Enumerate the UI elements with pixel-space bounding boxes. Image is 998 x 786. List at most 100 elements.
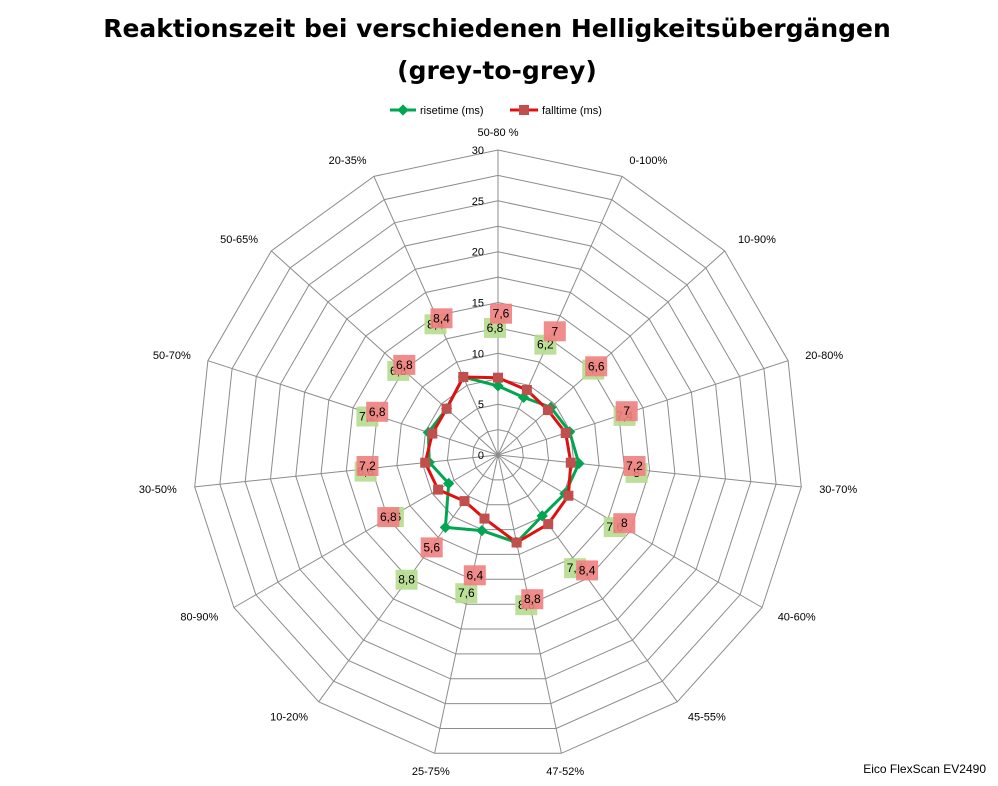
- grid-spoke: [497, 176, 623, 456]
- grid-spoke: [194, 454, 499, 488]
- falltime-label-box: [430, 308, 453, 329]
- category-label: 45-55%: [688, 711, 726, 723]
- category-label: 50-70%: [153, 350, 191, 362]
- grid-spoke: [497, 360, 789, 456]
- risetime-point: [439, 521, 452, 534]
- series-line-risetime: [426, 375, 581, 544]
- falltime-label-box: [543, 321, 566, 342]
- falltime-point: [427, 428, 438, 439]
- category-label: 80-90%: [180, 612, 218, 624]
- falltime-point: [565, 457, 576, 468]
- tick-label: 25: [472, 196, 484, 208]
- risetime-label-box: [455, 583, 478, 604]
- falltime-label-box: [615, 401, 638, 422]
- grid-spoke: [497, 454, 802, 488]
- falltime-label-box: [623, 456, 646, 476]
- falltime-point: [542, 405, 553, 416]
- legend: risetime (ms) falltime (ms): [390, 104, 602, 117]
- falltime-point: [433, 484, 444, 495]
- tick-label: 0: [478, 450, 484, 462]
- legend-risetime-label: risetime (ms): [420, 105, 484, 117]
- falltime-label-box: [393, 354, 416, 375]
- falltime-point: [493, 372, 503, 383]
- grid-ring: [219, 174, 777, 729]
- falltime-label-box: [576, 560, 599, 581]
- falltime-data-label: 8,4: [433, 311, 450, 325]
- falltime-label-box: [585, 356, 608, 377]
- falltime-label-box: [420, 537, 443, 558]
- tick-label: 5: [478, 399, 484, 411]
- falltime-label-box: [356, 456, 379, 476]
- falltime-label-box: [490, 303, 512, 324]
- category-label: 30-50%: [139, 484, 177, 496]
- legend-risetime-marker: [397, 104, 409, 116]
- category-label: 40-60%: [778, 612, 816, 624]
- falltime-point: [563, 490, 574, 501]
- category-label: 47-52%: [546, 766, 584, 778]
- falltime-data-label: 8,8: [524, 592, 541, 606]
- grid-spoke: [434, 454, 499, 754]
- legend-falltime-marker: [519, 105, 529, 115]
- grid-spoke: [207, 360, 499, 456]
- falltime-data-label: 7: [623, 404, 630, 418]
- falltime-data-label: 5,6: [423, 540, 440, 554]
- category-label: 25-75%: [412, 766, 450, 778]
- falltime-point: [479, 513, 490, 524]
- falltime-point: [521, 385, 532, 395]
- falltime-label-box: [366, 401, 389, 422]
- falltime-point: [459, 496, 470, 507]
- risetime-point: [536, 510, 548, 522]
- grid-ring: [396, 352, 600, 555]
- category-label: 10-90%: [738, 234, 776, 246]
- falltime-label-box: [463, 565, 486, 586]
- category-label: 10-20%: [270, 711, 308, 723]
- risetime-data-label: 6,8: [487, 321, 504, 335]
- chart-subtitle: (grey-to-grey): [397, 56, 597, 85]
- tick-label: 30: [472, 145, 484, 157]
- category-label: 20-80%: [805, 350, 843, 362]
- falltime-label-box: [613, 513, 636, 534]
- falltime-data-label: 8,4: [579, 563, 596, 577]
- falltime-point: [420, 457, 431, 468]
- grid-ring: [295, 251, 701, 655]
- risetime-point: [573, 457, 585, 470]
- data-series: [420, 371, 585, 549]
- tick-label: 20: [472, 247, 484, 259]
- grid-ring: [244, 200, 752, 705]
- falltime-label-box: [377, 507, 400, 528]
- category-label: 50-80 %: [478, 127, 519, 139]
- legend-falltime-label: falltime (ms): [542, 105, 602, 117]
- grid-ring: [269, 225, 727, 680]
- falltime-data-label: 6,8: [369, 405, 386, 419]
- data-labels: 6,86,277,487,67,48,87,68,85,66,87,26,88,…: [354, 303, 648, 616]
- falltime-data-label: 6,6: [588, 359, 605, 373]
- grid-spoke: [270, 250, 499, 456]
- grid-ring: [371, 327, 625, 580]
- risetime-label-box: [395, 569, 418, 590]
- grid-ring: [472, 429, 524, 481]
- radial-tick-labels: 0 5 10 15 20 25 30: [472, 145, 484, 462]
- tick-label: 15: [472, 298, 484, 310]
- falltime-data-label: 7,2: [626, 459, 643, 473]
- grid-spoke: [233, 454, 499, 608]
- risetime-point: [492, 380, 504, 392]
- monitor-model-note: Eico FlexScan EV2490: [863, 762, 986, 776]
- falltime-data-label: 6,8: [396, 358, 413, 372]
- falltime-point: [560, 428, 571, 438]
- falltime-data-label: 7,2: [359, 459, 376, 473]
- risetime-point: [476, 524, 488, 537]
- category-labels: 50-80 % 0-100% 10-90% 20-80% 30-70% 40-60% 45-…: [139, 127, 857, 778]
- category-label: 20-35%: [329, 155, 367, 167]
- category-label: 30-70%: [819, 484, 857, 496]
- falltime-point: [543, 519, 554, 530]
- risetime-point: [443, 477, 455, 490]
- falltime-data-label: 6,4: [466, 568, 483, 582]
- grid-ring: [345, 301, 651, 605]
- radar-grid: [194, 149, 802, 754]
- falltime-label-box: [521, 589, 544, 610]
- category-label: 50-65%: [220, 234, 258, 246]
- risetime-data-label: 8,8: [398, 573, 415, 587]
- falltime-point: [458, 372, 469, 382]
- tick-label: 10: [472, 348, 484, 360]
